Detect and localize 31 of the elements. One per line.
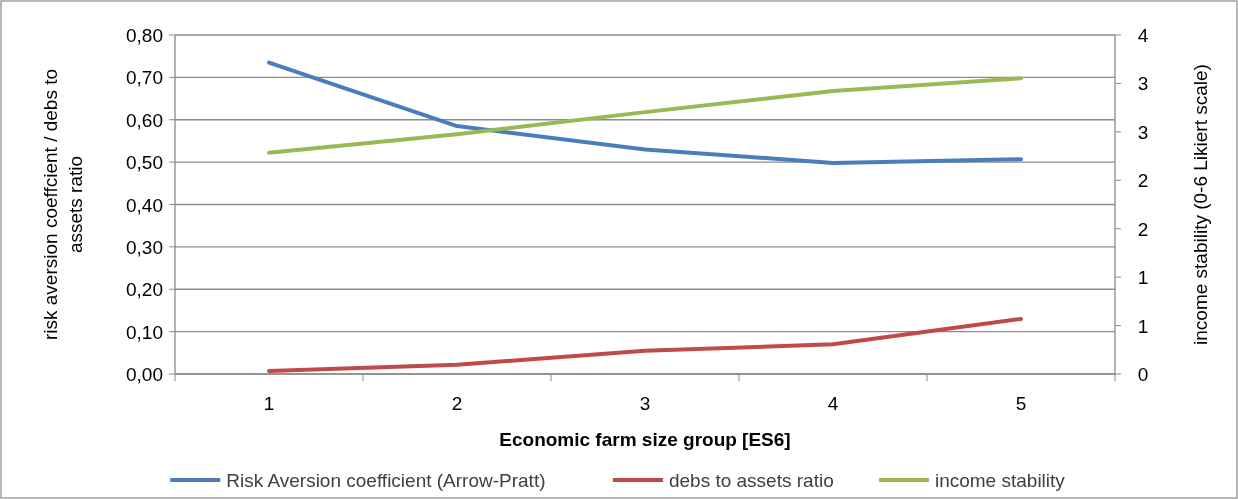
y-tick-label: 0,80 xyxy=(126,25,163,46)
y2-tick-label: 0 xyxy=(1137,364,1149,385)
x-tick-label: 5 xyxy=(1015,393,1027,414)
line-series xyxy=(267,60,1023,165)
x-tick-label: 2 xyxy=(451,393,463,414)
x-axis-title: Economic farm size group [ES6] xyxy=(499,429,791,450)
y2-tick-label: 1 xyxy=(1137,315,1149,337)
y-axis-title: risk aversion coeffcient / debs to assets ratio xyxy=(40,68,86,341)
y-tick-label: 0,60 xyxy=(126,109,163,131)
y-tick-label: 0,40 xyxy=(126,194,163,216)
line-series xyxy=(267,76,1023,155)
y-tick-label: 0,20 xyxy=(126,279,163,301)
y-tick-label: 0,00 xyxy=(126,364,163,385)
y2-tick-label: 3 xyxy=(1137,121,1149,143)
x-tick-label: 1 xyxy=(263,393,275,414)
line-series xyxy=(267,316,1023,374)
y2-axis-title: income stability (0-6 Likiert scale) xyxy=(1190,64,1211,345)
y2-tick-label: 4 xyxy=(1137,25,1149,46)
x-tick-label: 4 xyxy=(827,393,839,414)
y-tick-label: 0,50 xyxy=(126,152,163,174)
y-tick-label: 0,70 xyxy=(126,67,163,89)
legend-label: Risk Aversion coefficient (Arrow-Pratt) xyxy=(226,470,546,491)
y-tick-label: 0,10 xyxy=(126,321,163,343)
y2-tick-label: 2 xyxy=(1137,218,1149,240)
legend-label: income stability xyxy=(934,470,1066,491)
y2-tick-label: 1 xyxy=(1137,267,1149,289)
y2-tick-label: 2 xyxy=(1137,170,1149,192)
legend-label: debs to assets ratio xyxy=(668,470,834,491)
y-tick-label: 0,30 xyxy=(126,236,163,258)
y2-tick-label: 3 xyxy=(1137,73,1149,95)
x-tick-label: 3 xyxy=(639,393,651,414)
